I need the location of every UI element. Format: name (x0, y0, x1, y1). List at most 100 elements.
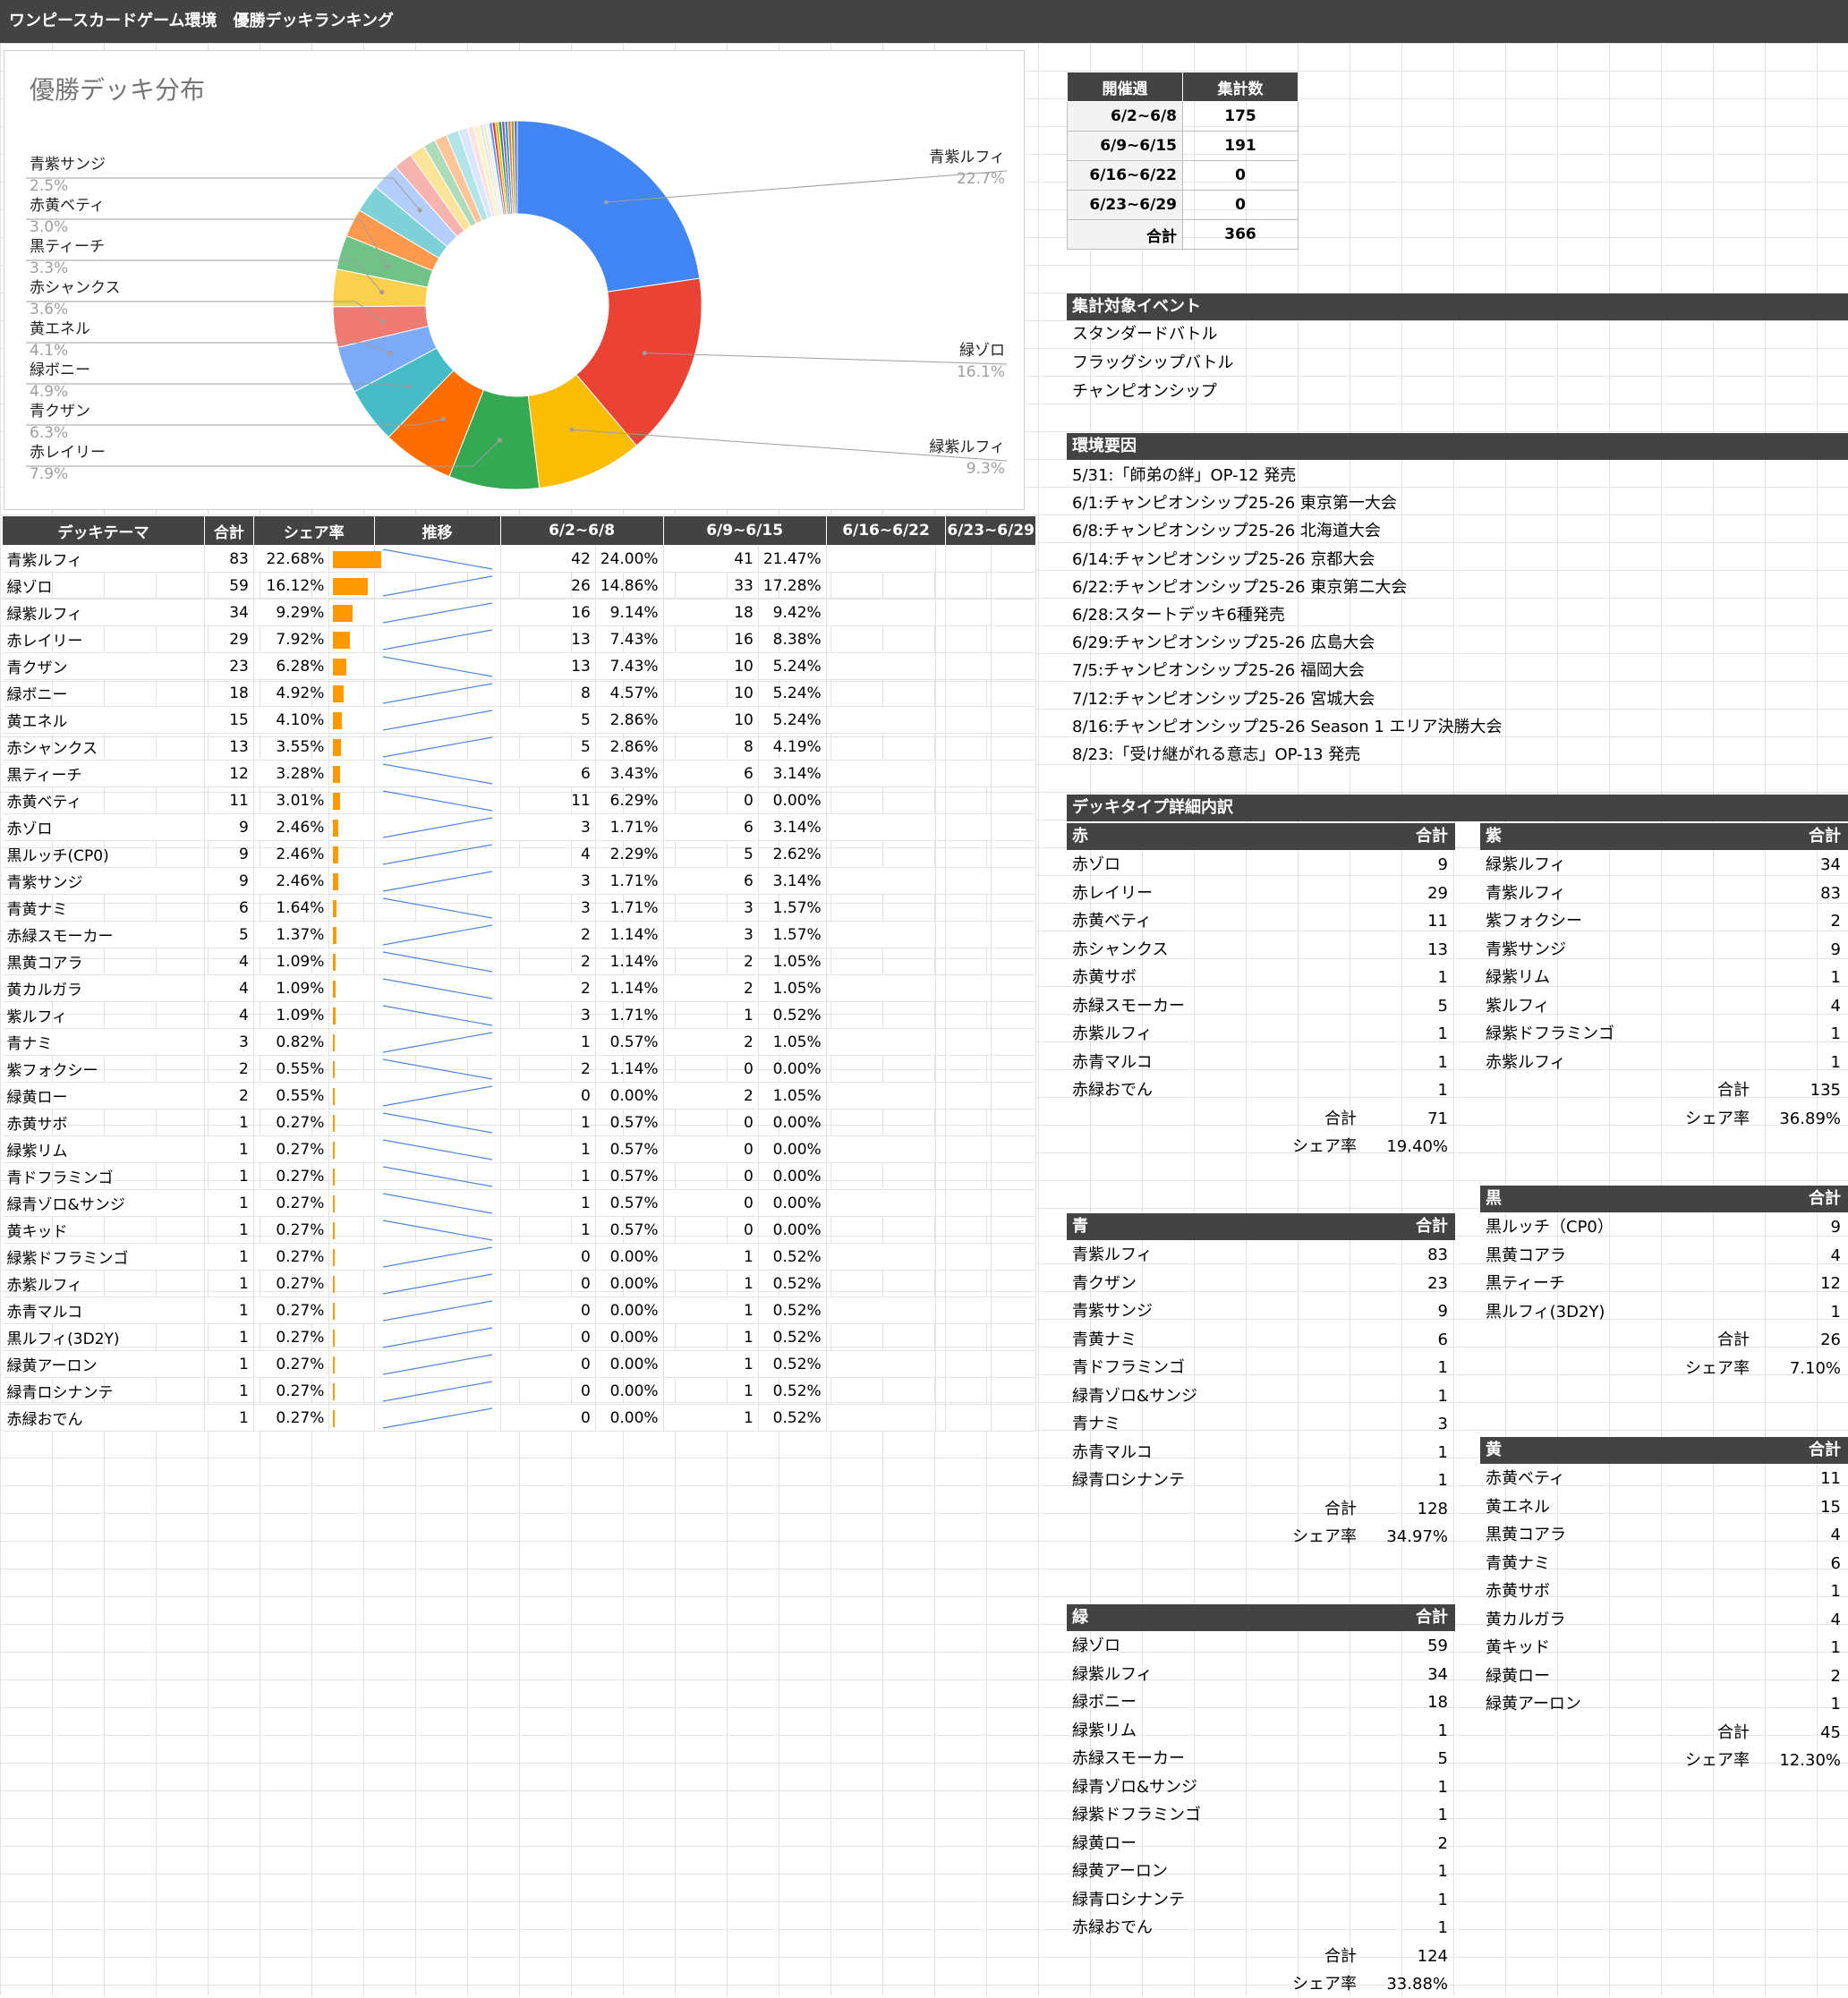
week1-share[interactable]: 1.14% (595, 1055, 664, 1083)
week4-share[interactable] (991, 1243, 1037, 1271)
breakdown-row[interactable]: 紫フォクシー 2 (1480, 907, 1848, 935)
week3-count[interactable] (826, 1323, 937, 1351)
factor-item[interactable]: 6/28:スタートデッキ6種発売 (1072, 606, 1285, 625)
week4-count[interactable] (945, 652, 992, 680)
week3-count[interactable] (826, 1028, 937, 1056)
deck-name[interactable]: 赤緑おでん (2, 1404, 205, 1432)
week1-share[interactable]: 7.43% (595, 652, 664, 680)
deck-total[interactable]: 6 (204, 894, 254, 922)
breakdown-row[interactable]: 青紫ルフィ 83 (1067, 1241, 1455, 1269)
week4-count[interactable] (945, 1377, 992, 1405)
week3-share[interactable] (935, 1377, 947, 1405)
week1-share[interactable]: 0.00% (595, 1243, 664, 1271)
trend-sparkline-cell[interactable] (374, 572, 501, 599)
week4-share[interactable] (991, 1082, 1037, 1110)
week3-count[interactable] (826, 974, 937, 1002)
deck-share[interactable]: 16.12% (253, 572, 330, 599)
week4-share[interactable] (991, 1377, 1037, 1405)
week3-share[interactable] (935, 1189, 947, 1217)
breakdown-row[interactable]: 赤黄ベティ 11 (1067, 907, 1455, 935)
week3-count[interactable] (826, 1404, 937, 1432)
share-bar-cell[interactable] (328, 652, 375, 680)
week-row[interactable]: 6/23~6/29 0 (1067, 190, 1299, 220)
week2-count[interactable]: 33 (663, 572, 759, 599)
week4-count[interactable] (945, 599, 992, 626)
week-row[interactable]: 6/2~6/8 175 (1067, 101, 1299, 132)
week2-share[interactable]: 0.00% (758, 1216, 827, 1244)
week3-share[interactable] (935, 786, 947, 814)
week2-count[interactable]: 16 (663, 625, 759, 653)
week-label[interactable]: 6/9~6/15 (1067, 131, 1183, 161)
trend-sparkline-cell[interactable] (374, 1377, 501, 1405)
week1-share[interactable]: 0.00% (595, 1297, 664, 1324)
deck-share[interactable]: 2.46% (253, 840, 330, 868)
week2-share[interactable]: 5.24% (758, 679, 827, 707)
week1-share[interactable]: 1.14% (595, 921, 664, 948)
breakdown-row[interactable]: 紫ルフィ 4 (1480, 992, 1848, 1020)
week4-count[interactable] (945, 733, 992, 761)
deck-total[interactable]: 1 (204, 1243, 254, 1271)
deck-total[interactable]: 4 (204, 948, 254, 975)
breakdown-row[interactable]: 黒ルフィ(3D2Y) 1 (1480, 1298, 1848, 1326)
week3-share[interactable] (935, 1109, 947, 1136)
week3-count[interactable] (826, 921, 937, 948)
week3-share[interactable] (935, 652, 947, 680)
deck-name[interactable]: 黄カルガラ (2, 974, 205, 1002)
week1-share[interactable]: 0.00% (595, 1270, 664, 1297)
week-label[interactable]: 6/16~6/22 (1067, 160, 1183, 191)
breakdown-row[interactable]: 赤緑おでん 1 (1067, 1076, 1455, 1104)
table-row[interactable]: 黒ルッチ(CP0) 9 2.46% 4 2.29% 5 2.62% (2, 840, 1037, 868)
week3-count[interactable] (826, 1216, 937, 1244)
table-row[interactable]: 青紫サンジ 9 2.46% 3 1.71% 6 3.14% (2, 867, 1037, 895)
week2-share[interactable]: 2.62% (758, 840, 827, 868)
week2-count[interactable]: 0 (663, 1189, 759, 1217)
deck-share[interactable]: 1.09% (253, 1001, 330, 1029)
week4-share[interactable] (991, 572, 1037, 599)
table-row[interactable]: 赤青マルコ 1 0.27% 0 0.00% 1 0.52% (2, 1297, 1037, 1324)
breakdown-row[interactable]: 緑黄ロー 2 (1067, 1830, 1455, 1858)
col-week3-header[interactable]: 6/16~6/22 (825, 515, 947, 546)
deck-share[interactable]: 0.27% (253, 1189, 330, 1217)
week1-count[interactable]: 1 (500, 1216, 596, 1244)
week4-share[interactable] (991, 599, 1037, 626)
share-bar-cell[interactable] (328, 1377, 375, 1405)
week4-share[interactable] (991, 1404, 1037, 1432)
trend-sparkline-cell[interactable] (374, 1323, 501, 1351)
week3-share[interactable] (935, 1404, 947, 1432)
week4-share[interactable] (991, 1135, 1037, 1163)
week1-share[interactable]: 2.86% (595, 733, 664, 761)
deck-name[interactable]: 緑紫ルフィ (2, 599, 205, 626)
week1-count[interactable]: 8 (500, 679, 596, 707)
deck-share[interactable]: 0.27% (253, 1243, 330, 1271)
deck-total[interactable]: 59 (204, 572, 254, 599)
week2-count[interactable]: 10 (663, 679, 759, 707)
breakdown-row[interactable]: 緑黄ロー 2 (1480, 1662, 1848, 1690)
deck-total[interactable]: 1 (204, 1323, 254, 1351)
week4-count[interactable] (945, 1350, 992, 1378)
week3-share[interactable] (935, 1323, 947, 1351)
week1-share[interactable]: 0.57% (595, 1189, 664, 1217)
col-total-header[interactable]: 合計 (203, 515, 254, 546)
week2-share[interactable]: 1.05% (758, 1028, 827, 1056)
deck-share[interactable]: 2.46% (253, 813, 330, 841)
share-bar-cell[interactable] (328, 760, 375, 787)
week4-count[interactable] (945, 1001, 992, 1029)
deck-name[interactable]: 赤黄ベティ (2, 786, 205, 814)
share-bar-cell[interactable] (328, 1189, 375, 1217)
week2-count[interactable]: 1 (663, 1297, 759, 1324)
deck-total[interactable]: 1 (204, 1404, 254, 1432)
week4-share[interactable] (991, 840, 1037, 868)
week-count[interactable]: 0 (1182, 190, 1299, 220)
week1-count[interactable]: 0 (500, 1270, 596, 1297)
share-bar-cell[interactable] (328, 921, 375, 948)
deck-name[interactable]: 緑ボニー (2, 679, 205, 707)
week3-count[interactable] (826, 1243, 937, 1271)
table-row[interactable]: 黒ティーチ 12 3.28% 6 3.43% 6 3.14% (2, 760, 1037, 787)
table-row[interactable]: 青クザン 23 6.28% 13 7.43% 10 5.24% (2, 652, 1037, 680)
table-row[interactable]: 緑紫リム 1 0.27% 1 0.57% 0 0.00% (2, 1135, 1037, 1163)
week3-count[interactable] (826, 1001, 937, 1029)
week1-count[interactable]: 3 (500, 867, 596, 895)
week3-count[interactable] (826, 706, 937, 734)
week3-count[interactable] (826, 599, 937, 626)
table-row[interactable]: 赤紫ルフィ 1 0.27% 0 0.00% 1 0.52% (2, 1270, 1037, 1297)
